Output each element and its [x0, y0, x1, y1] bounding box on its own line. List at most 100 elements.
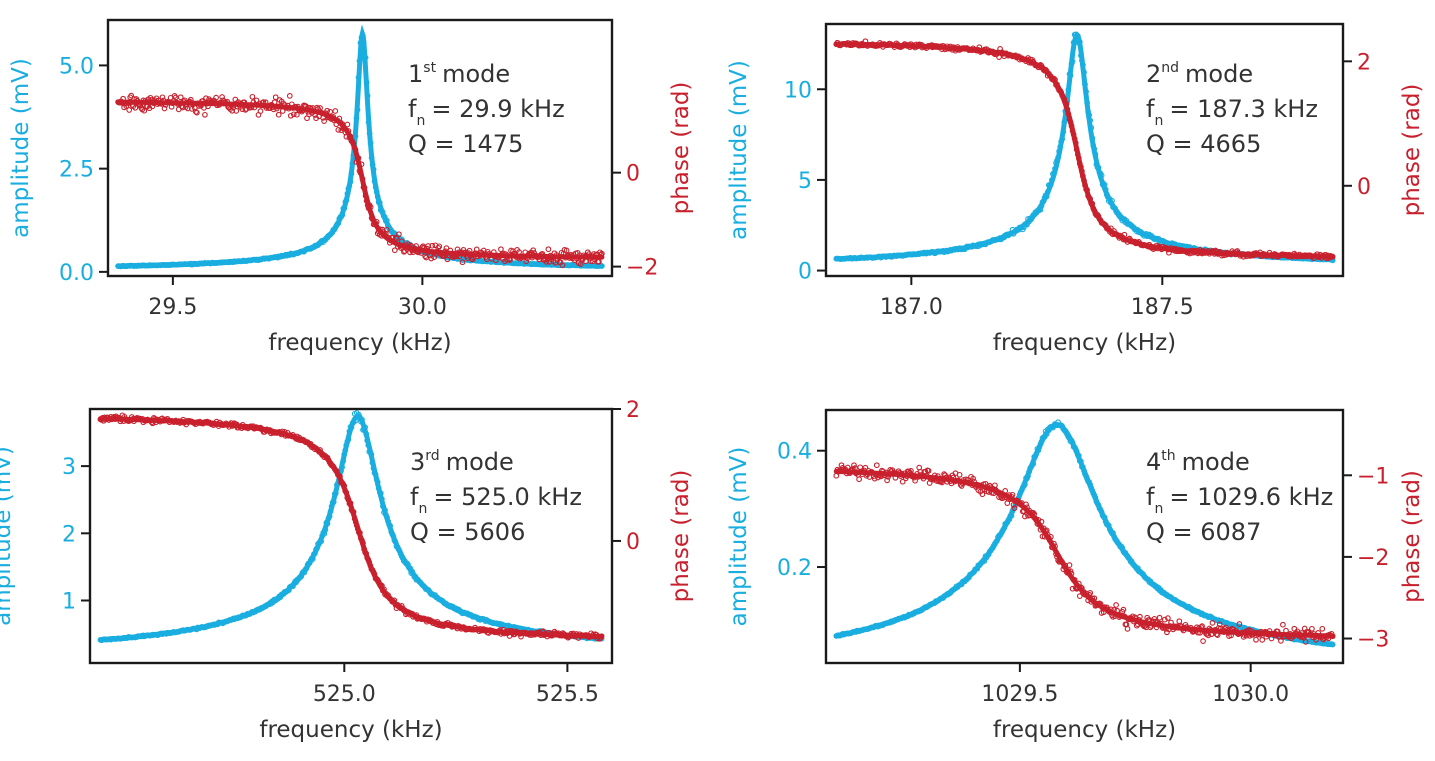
- phase-point: [436, 243, 443, 250]
- phase-fit-line: [833, 41, 1336, 259]
- y-left-tick-label: 5: [798, 169, 812, 194]
- phase-point: [559, 262, 566, 269]
- phase-point: [1120, 606, 1127, 613]
- resonance-frequency-label: fn = 29.9 kHz: [408, 95, 565, 129]
- mode-4-panel: 1029.5 1030.0 0.2 0.4 −3 −2 −1 frequency (kHz)…: [726, 408, 1425, 743]
- x-tick-label: 30.0: [398, 295, 447, 320]
- phase-point: [1076, 593, 1083, 599]
- phase-point: [1309, 625, 1315, 632]
- phase-fit-line: [115, 99, 605, 260]
- phase-point: [1156, 614, 1163, 621]
- phase-point: [1151, 616, 1158, 622]
- phase-point: [899, 478, 906, 485]
- phase-point: [473, 246, 480, 253]
- phase-point: [429, 242, 436, 249]
- phase-point: [1011, 505, 1018, 511]
- y-right-tick-label: 0: [1357, 175, 1371, 200]
- mode-label: 4th mode: [1146, 448, 1250, 476]
- y-right-tick-label: 2: [1357, 50, 1371, 75]
- phase-point: [219, 94, 225, 100]
- y-left-tick-label: 2: [62, 522, 76, 547]
- y-left-tick-label: 10: [784, 78, 812, 103]
- phase-point: [838, 462, 845, 469]
- y-left-tick-label: 2.5: [59, 158, 94, 183]
- phase-point: [1319, 625, 1326, 632]
- amplitude-fit-line: [115, 24, 605, 269]
- phase-point: [290, 111, 297, 118]
- x-tick-label: 525.5: [536, 682, 599, 707]
- x-axis-title: frequency (kHz): [993, 717, 1176, 743]
- phase-point: [159, 94, 166, 101]
- phase-point: [545, 246, 552, 253]
- phase-point: [161, 105, 168, 112]
- y-left-tick-label: 3: [62, 455, 76, 480]
- x-tick-label: 1029.5: [981, 682, 1058, 707]
- phase-point: [970, 475, 976, 482]
- phase-point: [1176, 618, 1183, 625]
- phase-point: [543, 259, 550, 265]
- phase-point: [394, 235, 400, 242]
- phase-point: [383, 226, 390, 233]
- phase-point: [856, 476, 862, 483]
- y-right-tick-label: −1: [1357, 464, 1389, 489]
- phase-point: [287, 112, 294, 119]
- y-left-tick-label: 0: [798, 260, 812, 285]
- mode-label: 2nd mode: [1146, 60, 1253, 88]
- mode-1-panel: 29.5 30.0 0.0 2.5 5.0 −2 0 frequency (kHz) amp…: [8, 18, 694, 356]
- x-tick-label: 187.0: [880, 295, 943, 320]
- phase-point: [563, 247, 570, 254]
- phase-point: [925, 467, 932, 474]
- phase-point: [979, 491, 986, 498]
- y-right-axis-title: phase (rad): [1399, 84, 1425, 217]
- phase-point: [1205, 632, 1212, 639]
- phase-point: [530, 247, 537, 254]
- plot-frame: [106, 18, 614, 278]
- y-right-tick-label: 0: [626, 530, 640, 555]
- phase-point: [577, 261, 584, 267]
- resonance-frequency-label: fn = 187.3 kHz: [1146, 95, 1318, 129]
- phase-point: [523, 258, 530, 265]
- phase-point: [249, 93, 256, 100]
- y-right-tick-label: 0: [626, 162, 640, 187]
- quality-factor-label: Q = 4665: [1146, 130, 1261, 158]
- y-right-tick-label: 2: [626, 398, 640, 423]
- phase-point: [1165, 615, 1171, 621]
- y-right-axis-title: phase (rad): [668, 470, 694, 603]
- phase-point: [1124, 626, 1131, 632]
- y-right-tick-label: −2: [1357, 546, 1389, 571]
- phase-point: [194, 109, 200, 116]
- plot-frame: [824, 22, 1345, 278]
- phase-point: [213, 94, 219, 101]
- phase-point: [498, 246, 504, 253]
- phase-point: [459, 259, 466, 266]
- phase-point: [1066, 562, 1073, 568]
- phase-point: [132, 104, 139, 111]
- y-right-axis-title: phase (rad): [668, 82, 694, 215]
- plot-frame: [824, 408, 1345, 665]
- mode-2-panel: 187.0 187.5 0 5 10 0 2 frequency (kHz) amplitu…: [726, 22, 1425, 356]
- phase-fit-line: [97, 416, 605, 639]
- phase-point: [275, 111, 282, 118]
- amplitude-series: [97, 410, 605, 644]
- phase-point: [1209, 620, 1216, 626]
- phase-point: [177, 94, 184, 101]
- y-right-tick-label: −2: [626, 256, 658, 281]
- phase-point: [1133, 622, 1140, 629]
- x-tick-label: 187.5: [1131, 295, 1194, 320]
- y-left-axis-title: amplitude (mV): [726, 447, 752, 627]
- phase-point: [391, 247, 398, 254]
- y-left-tick-label: 0.4: [777, 440, 812, 465]
- phase-point: [332, 108, 339, 114]
- y-right-axis-title: phase (rad): [1399, 470, 1425, 603]
- y-left-tick-label: 1: [62, 590, 76, 615]
- y-left-axis-title: amplitude (mV): [726, 60, 752, 240]
- y-left-tick-label: 0.2: [777, 556, 812, 581]
- phase-point: [1087, 590, 1094, 596]
- y-left-tick-label: 0.0: [59, 261, 94, 286]
- phase-point: [884, 477, 890, 484]
- phase-point: [1113, 602, 1119, 608]
- phase-point: [202, 111, 208, 118]
- phase-point: [128, 92, 135, 99]
- phase-point: [1280, 621, 1286, 628]
- amplitude-fit-line: [97, 413, 605, 643]
